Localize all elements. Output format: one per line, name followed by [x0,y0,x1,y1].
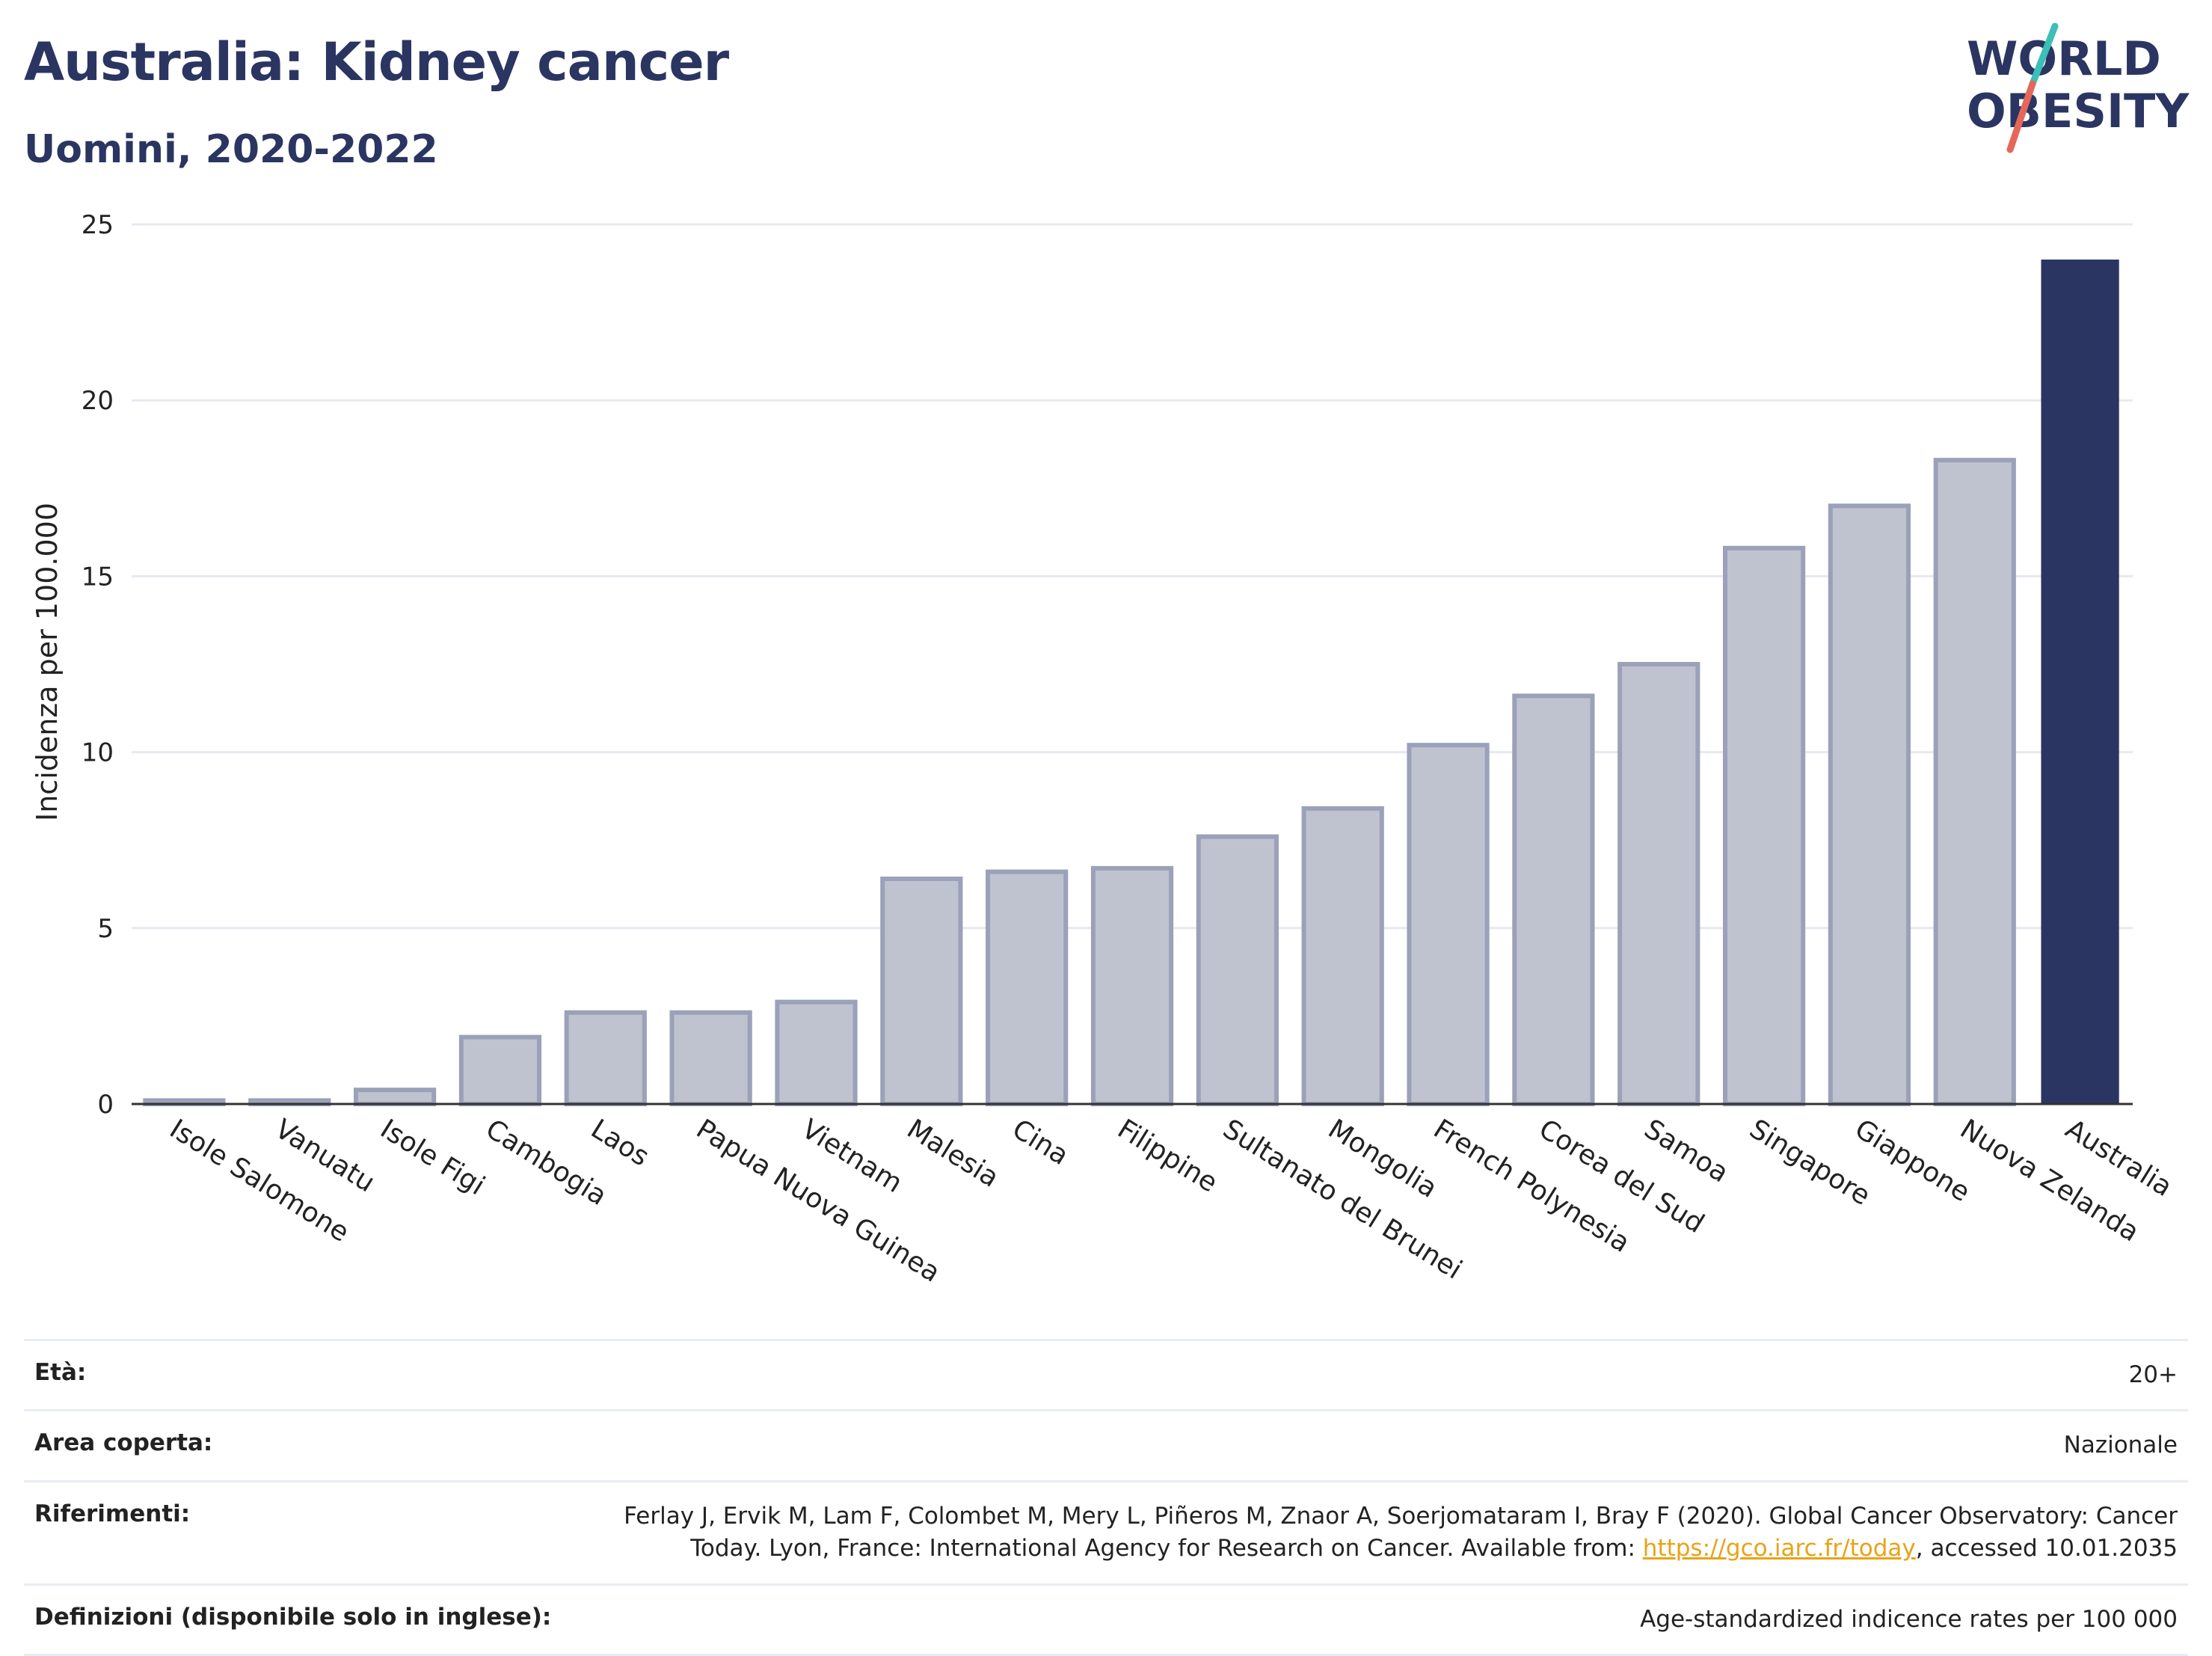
bar-giappone[interactable] [1828,503,1911,1106]
chart-subtitle: Uomini, 2020-2022 [24,127,438,172]
y-tick-label: 15 [82,562,114,592]
logo-slash-red [2006,80,2036,153]
bar-nuova-zelanda[interactable] [1933,458,2016,1106]
references-text: Ferlay J, Ervik M, Lam F, Colombet M, Me… [624,1502,2178,1563]
bar-papua-nuova-guinea[interactable] [669,1010,752,1107]
bar-australia[interactable] [2041,260,2119,1104]
area-label: Area coperta: [34,1429,213,1457]
y-axis-title: Incidenza per 100.000 [31,503,64,821]
references-label: Riferimenti: [34,1500,191,1527]
bars-layer [143,260,2119,1107]
y-tick-label: 25 [82,210,114,240]
x-tick-label: Isole Figi [375,1114,490,1201]
bar-malesia[interactable] [880,876,963,1106]
x-tick-label: Isole Salomone [165,1114,354,1248]
y-tick-label: 0 [97,1090,114,1120]
meta-row-references: Riferimenti: Ferlay J, Ervik M, Lam F, C… [24,1479,2188,1583]
meta-row-age: Età: 20+ [24,1339,2188,1409]
metadata-table: Età: 20+ Area coperta: Nazionale Riferim… [24,1339,2188,1656]
x-tick-label: French Polynesia [1428,1114,1635,1259]
definitions-value: Age-standardized indicence rates per 100… [1640,1605,2178,1633]
bar-samoa[interactable] [1617,662,1701,1106]
x-tick-label: Cina [1007,1114,1074,1171]
bar-singapore[interactable] [1722,545,1806,1106]
bar-french-polynesia[interactable] [1407,743,1490,1107]
references-value: Ferlay J, Ervik M, Lam F, Colombet M, Me… [607,1500,2178,1565]
references-link[interactable]: https://gco.iarc.fr/today [1642,1535,1916,1563]
bar-filippine[interactable] [1090,865,1174,1106]
meta-row-area: Area coperta: Nazionale [24,1409,2188,1479]
y-tick-label: 10 [82,738,114,768]
x-tick-label: Laos [586,1114,654,1173]
age-label: Età: [34,1359,87,1386]
bar-corea-del-sud[interactable] [1512,693,1595,1106]
references-accessed: , accessed 10.01.2035 [1915,1535,2178,1563]
logo-slash-teal [2029,22,2059,88]
x-tick-label: Filippine [1112,1114,1223,1199]
bar-cina[interactable] [986,869,1069,1106]
age-value: 20+ [2128,1361,2178,1388]
meta-row-definitions: Definizioni (disponibile solo in inglese… [24,1583,2188,1656]
logo-line-1: WORLD [1967,31,2161,86]
y-tick-label: 20 [82,386,114,416]
bar-cambogia[interactable] [458,1034,542,1107]
y-tick-label: 5 [97,914,114,944]
world-obesity-logo: WORLD OBESITY [1967,22,2190,153]
bar-mongolia[interactable] [1301,806,1384,1106]
bar-laos[interactable] [564,1010,647,1107]
definitions-label: Definizioni (disponibile solo in inglese… [34,1603,552,1631]
bar-sultanato-del-brunei[interactable] [1196,834,1279,1106]
logo-line-2: OBESITY [1967,84,2190,138]
x-tick-label: Nuova Zelanda [1955,1114,2144,1248]
chart-title: Australia: Kidney cancer [24,31,729,93]
x-tick-label: Malesia [902,1114,1004,1194]
bar-isole-figi[interactable] [353,1088,437,1106]
area-value: Nazionale [2063,1432,2178,1459]
bar-vietnam[interactable] [775,999,858,1106]
